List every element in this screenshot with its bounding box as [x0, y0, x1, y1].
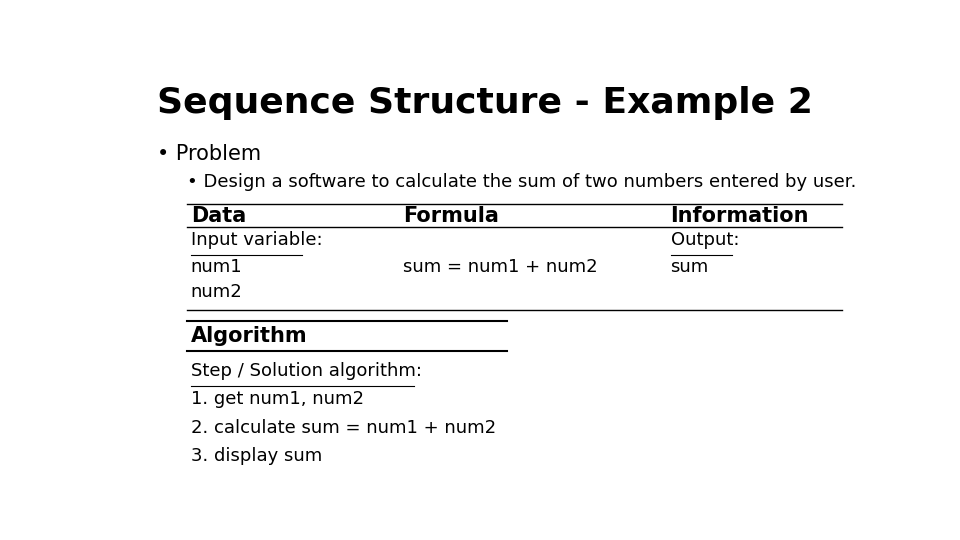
Text: 1. get num1, num2: 1. get num1, num2 [191, 390, 364, 408]
Text: Algorithm: Algorithm [191, 326, 307, 346]
Text: sum = num1 + num2: sum = num1 + num2 [403, 258, 597, 276]
Text: Output:: Output: [670, 231, 739, 249]
Text: Formula: Formula [403, 206, 498, 226]
Text: Step / Solution algorithm:: Step / Solution algorithm: [191, 362, 421, 380]
Text: sum: sum [670, 258, 708, 276]
Text: Input variable:: Input variable: [191, 231, 323, 249]
Text: • Design a software to calculate the sum of two numbers entered by user.: • Design a software to calculate the sum… [187, 173, 856, 191]
Text: Sequence Structure - Example 2: Sequence Structure - Example 2 [157, 85, 813, 119]
Text: Data: Data [191, 206, 246, 226]
Text: • Problem: • Problem [157, 144, 261, 164]
Text: 2. calculate sum = num1 + num2: 2. calculate sum = num1 + num2 [191, 418, 495, 437]
Text: num1: num1 [191, 258, 242, 276]
Text: num2: num2 [191, 283, 243, 301]
Text: 3. display sum: 3. display sum [191, 447, 322, 465]
Text: Information: Information [670, 206, 809, 226]
